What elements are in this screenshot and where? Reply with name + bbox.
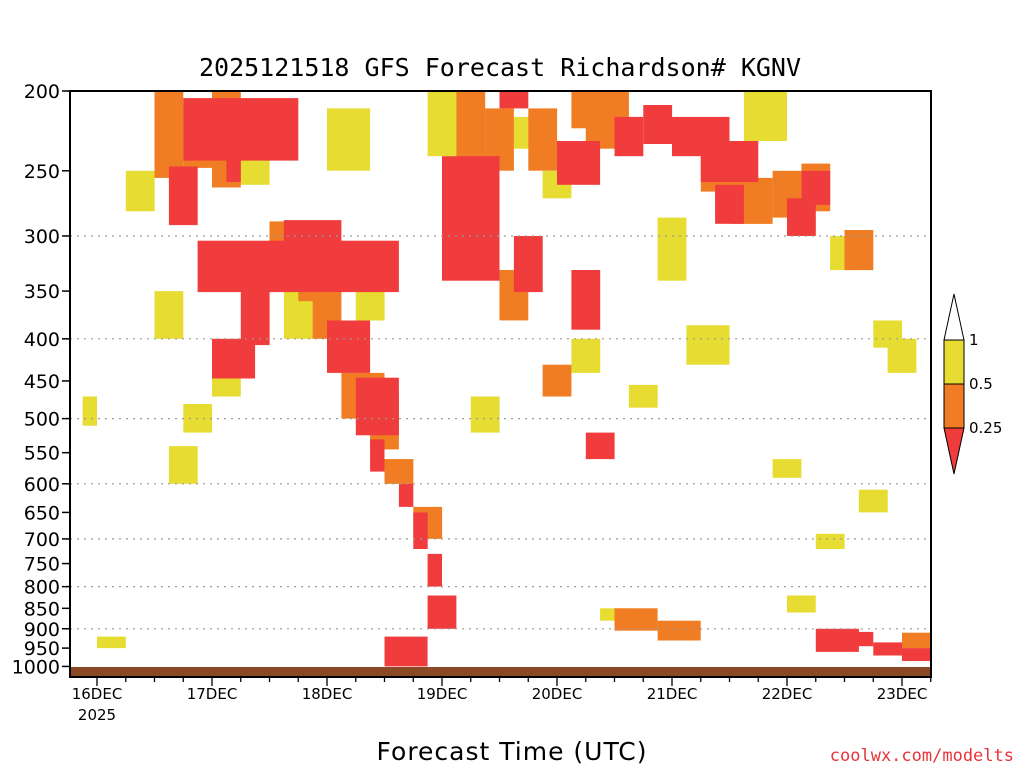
cell-lt_0.25-4: [240, 290, 270, 346]
y-tick-label-350: 350: [24, 281, 60, 303]
cell-lt_0.25-17: [513, 236, 543, 293]
cell-0.5_to_1-1: [97, 636, 126, 649]
legend-swatch-gt-1: [943, 293, 965, 341]
y-axis: 200 250 300 350 400 450 500 550 600 650 700 7508008…: [12, 81, 70, 678]
legend-swatch-0.5-1: [943, 339, 965, 385]
cell-0.5_to_1-13: [470, 396, 500, 433]
x-tick-label-23DEC: 23DEC: [877, 685, 928, 703]
x-axis-label: Forecast Time (UTC): [377, 737, 648, 766]
cell-lt_0.25-20: [585, 432, 615, 460]
y-tick-label-250: 250: [24, 161, 60, 183]
chart-title: 2025121518 GFS Forecast Richardson# KGNV: [199, 53, 801, 82]
y-tick-label-750: 750: [24, 554, 60, 576]
cell-lt_0.25-18: [557, 141, 601, 185]
legend-label-0.5: 0.5: [969, 375, 993, 393]
y-tick-label-950: 950: [24, 638, 60, 660]
cell-0.5_to_1-10: [355, 291, 385, 321]
x-tick-label-17DEC: 17DEC: [187, 685, 238, 703]
cell-0.25_to_0.5-16: [542, 364, 572, 397]
y-tick-label-850: 850: [24, 598, 60, 620]
cell-0.5_to_1-0: [82, 396, 97, 426]
cell-lt_0.25-6: [283, 220, 342, 283]
x-tick-sublabel: 2025: [78, 706, 116, 724]
cell-0.25_to_0.5-15: [528, 108, 558, 171]
cell-0.5_to_1-3: [154, 291, 184, 339]
y-tick-label-700: 700: [24, 529, 60, 551]
cell-0.5_to_1-24: [787, 595, 816, 613]
cell-lt_0.25-30: [873, 642, 903, 656]
cell-lt_0.25-21: [614, 116, 644, 157]
y-tick-label-300: 300: [24, 226, 60, 248]
cell-0.25_to_0.5-19: [614, 608, 658, 631]
cell-lt_0.25-7: [327, 320, 371, 373]
cell-lt_0.25-29: [844, 631, 874, 647]
y-tick-label-500: 500: [24, 409, 60, 431]
x-axis: 16DEC 2025 17DEC 18DEC 19DEC 20DEC 21DEC 22DEC 2…: [72, 677, 932, 724]
cell-lt_0.25-14: [384, 636, 428, 667]
cell-lt_0.25-0: [168, 166, 198, 226]
cell-0.25_to_0.5-26: [902, 632, 931, 649]
y-tick-label-900: 900: [24, 619, 60, 641]
cell-layer: [82, 91, 932, 667]
cell-0.5_to_1-27: [858, 489, 888, 513]
cell-lt_0.25-12: [427, 553, 442, 587]
colorbar-legend: 1 0.5 0.25: [943, 293, 1002, 475]
cell-lt_0.25-25: [715, 184, 744, 224]
cell-lt_0.25-8: [355, 377, 399, 436]
legend-label-0.25: 0.25: [969, 419, 1002, 437]
cell-0.25_to_0.5-20: [657, 620, 701, 641]
y-tick-label-1000: 1000: [12, 656, 60, 678]
y-tick-label-800: 800: [24, 577, 60, 599]
cell-lt_0.25-24: [700, 141, 759, 183]
cell-lt_0.25-11: [413, 512, 428, 549]
credit-link[interactable]: coolwx.com/modelts: [830, 746, 1014, 766]
cell-0.5_to_1-18: [628, 384, 658, 408]
cell-0.5_to_1-16: [571, 338, 601, 373]
x-tick-label-18DEC: 18DEC: [302, 685, 353, 703]
y-tick-label-600: 600: [24, 474, 60, 496]
cell-0.25_to_0.5-0: [154, 91, 184, 178]
cell-lt_0.25-22: [643, 105, 673, 144]
cell-0.5_to_1-9: [327, 108, 371, 171]
legend-swatch-0.25-0.5: [943, 383, 965, 429]
plot-frame: [69, 90, 932, 678]
cell-lt_0.25-5: [226, 129, 241, 182]
cell-0.5_to_1-22: [743, 91, 787, 141]
ground-band: [70, 667, 931, 677]
y-tick-label-400: 400: [24, 329, 60, 351]
legend-label-1: 1: [969, 331, 979, 349]
cell-0.5_to_1-7: [240, 156, 270, 185]
x-tick-label-21DEC: 21DEC: [647, 685, 698, 703]
x-tick-label-16DEC: 16DEC: [72, 685, 123, 703]
cell-0.25_to_0.5-9: [384, 459, 414, 484]
y-tick-label-450: 450: [24, 371, 60, 393]
cell-lt_0.25-3: [212, 338, 256, 379]
cell-0.5_to_1-25: [815, 533, 845, 549]
cell-0.5_to_1-19: [657, 217, 687, 281]
x-tick-label-22DEC: 22DEC: [762, 685, 813, 703]
plot-area: [69, 90, 932, 678]
y-tick-label-200: 200: [24, 81, 60, 103]
legend-swatch-lt-0.25: [943, 427, 965, 475]
cell-lt_0.25-15: [442, 156, 500, 281]
cell-lt_0.25-10: [398, 483, 414, 507]
cell-lt_0.25-16: [499, 91, 529, 109]
cell-0.25_to_0.5-25: [844, 230, 874, 271]
cell-lt_0.25-13: [427, 595, 457, 629]
cell-0.5_to_1-29: [887, 338, 917, 373]
x-tick-label-19DEC: 19DEC: [417, 685, 468, 703]
cell-0.5_to_1-4: [168, 446, 198, 484]
y-tick-label-550: 550: [24, 443, 60, 465]
y-tick-label-650: 650: [24, 502, 60, 524]
cell-lt_0.25-31: [902, 648, 931, 661]
x-tick-label-20DEC: 20DEC: [532, 685, 583, 703]
cell-lt_0.25-27: [801, 170, 831, 205]
cell-0.5_to_1-20: [686, 325, 730, 365]
cell-lt_0.25-9: [370, 439, 385, 472]
cell-0.5_to_1-23: [772, 459, 802, 478]
cell-0.5_to_1-2: [125, 170, 155, 212]
cell-lt_0.25-19: [571, 270, 601, 330]
